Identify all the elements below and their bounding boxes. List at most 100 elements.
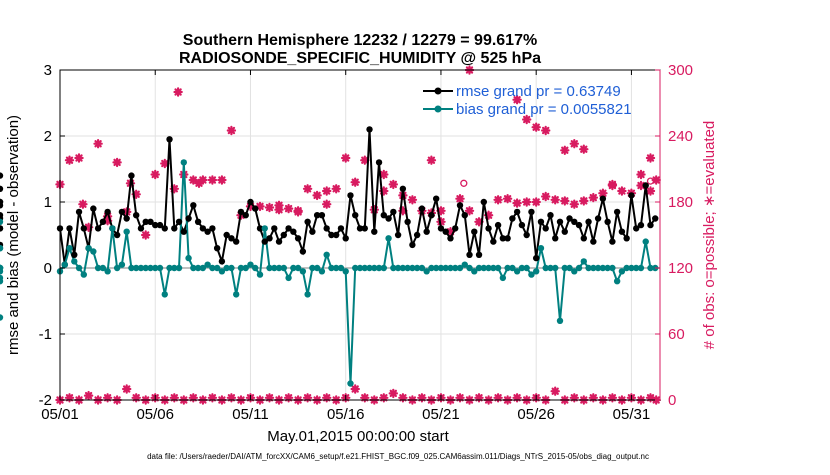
rmse-point (409, 241, 416, 249)
bias-point (266, 264, 273, 272)
obs-evaluated-marker (560, 145, 570, 156)
obs-evaluated-marker (455, 193, 465, 204)
obs-star-stroke (646, 154, 655, 162)
obs-evaluated-marker (522, 197, 532, 207)
obs-evaluated-marker (112, 157, 122, 168)
bias-point (304, 291, 311, 298)
bias-point (252, 264, 259, 272)
obs-evaluated-marker (217, 175, 227, 185)
bias-point (90, 248, 97, 255)
obs-star-stroke (532, 198, 540, 206)
y-tick-label: -1 (39, 326, 52, 343)
bias-point (228, 264, 235, 272)
rmse-point (94, 225, 102, 232)
chart-title-line2: RADIOSONDE_SPECIFIC_HUMIDITY @ 525 hPa (179, 50, 541, 67)
rmse-point (290, 228, 297, 235)
rmse-point (75, 208, 83, 216)
rmse-point (504, 235, 511, 242)
y-right-tick-label: 0 (668, 392, 676, 409)
y-tick-label: 3 (44, 62, 52, 79)
bias-point (632, 264, 640, 272)
rmse-point (637, 221, 645, 229)
obs-star-stroke (208, 176, 217, 184)
bias-point (590, 264, 597, 272)
obs-evaluated-marker (579, 144, 589, 154)
y-tick-label: 0 (44, 260, 52, 277)
rmse-point (242, 212, 249, 219)
rmse-point (399, 185, 407, 192)
obs-star-stroke (637, 170, 645, 179)
y-axis-label: rmse and bias (model - observation) (5, 115, 22, 355)
rmse-point (266, 235, 273, 242)
rmse-point (256, 225, 264, 232)
x-axis-label: May.01,2015 00:00:00 start (267, 428, 449, 445)
x-axis-ticks: 05/01 05/06 05/11 05/16 05/21 05/26 05/31 (41, 70, 650, 423)
bias-point (390, 264, 397, 272)
obs-star-stroke (294, 208, 302, 216)
rmse-point (480, 198, 488, 206)
obs-evaluated-marker (607, 179, 618, 190)
obs-star-stroke (313, 191, 321, 200)
obs-star-stroke (94, 140, 102, 148)
legend-rmse-marker (434, 87, 442, 95)
rmse-point (132, 212, 140, 219)
bias-point (528, 271, 535, 278)
bias-point (575, 264, 583, 272)
bias-point (561, 264, 568, 272)
obs-star-stroke (361, 156, 369, 164)
rmse-point (342, 235, 349, 242)
rmse-point (594, 215, 602, 222)
obs-star-stroke (408, 196, 417, 204)
obs-star-stroke (646, 187, 655, 195)
obs-evaluated-marker (150, 169, 160, 180)
bias-point (485, 264, 492, 272)
bias-point (190, 264, 197, 272)
bias-point (61, 261, 68, 268)
rmse-point (366, 126, 373, 133)
obs-evaluated-marker (140, 230, 151, 240)
obs-evaluated-marker (283, 203, 294, 214)
obs-star-stroke (561, 146, 569, 154)
rmse-point (271, 225, 278, 232)
y-tick-label: -2 (39, 392, 52, 409)
bias-point (618, 268, 626, 275)
rmse-point (99, 218, 107, 225)
rmse-point (404, 218, 411, 225)
rmse-point (147, 218, 154, 225)
rmse-point (356, 225, 364, 232)
rmse-point (585, 218, 592, 225)
obs-evaluated-marker (264, 202, 275, 213)
obs-star-stroke (570, 200, 578, 208)
bias-point (532, 268, 540, 275)
obs-star-stroke (342, 154, 350, 162)
rmse-point (166, 136, 173, 143)
bias-point (523, 264, 530, 272)
bias-point (109, 225, 116, 232)
bias-point (352, 264, 359, 272)
rmse-point (466, 251, 473, 258)
bias-point (609, 264, 616, 272)
obs-star-stroke (446, 228, 455, 236)
bias-point (161, 291, 168, 298)
bias-point (80, 271, 88, 278)
x-tick-label: 05/26 (517, 406, 555, 423)
obs-star-stroke (618, 187, 626, 195)
bias-point (328, 264, 335, 272)
bias-point (647, 264, 654, 272)
bias-point (418, 264, 426, 272)
bias-point (213, 264, 221, 272)
rmse-point (294, 235, 302, 242)
rmse-point (337, 225, 345, 232)
obs-evaluated-marker (350, 177, 360, 187)
obs-star-stroke (142, 231, 150, 239)
bias-point (399, 264, 407, 272)
bias-point (104, 268, 111, 275)
obs-star-stroke (351, 385, 359, 393)
rmse-point (161, 225, 168, 232)
rmse-point (104, 208, 111, 216)
bias-point (242, 264, 249, 272)
obs-evaluated-marker (78, 199, 88, 209)
x-tick-label: 05/06 (136, 406, 174, 423)
bias-point (461, 261, 468, 268)
